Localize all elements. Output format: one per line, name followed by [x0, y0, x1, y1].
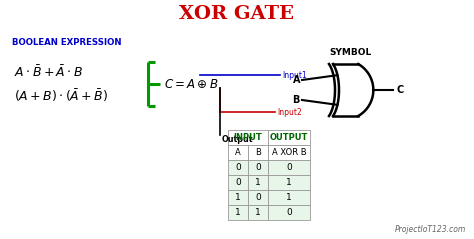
Text: $C = A\oplus B$: $C = A\oplus B$ — [164, 77, 219, 91]
Text: B: B — [255, 148, 261, 157]
Text: B: B — [292, 95, 300, 105]
Text: Input1: Input1 — [282, 71, 307, 80]
Text: A: A — [235, 148, 241, 157]
Text: C: C — [396, 85, 403, 95]
Text: A: A — [292, 75, 300, 85]
Text: A XOR B: A XOR B — [272, 148, 306, 157]
Text: $A \cdot \bar{B} + \bar{A} \cdot B$: $A \cdot \bar{B} + \bar{A} \cdot B$ — [14, 64, 83, 80]
Bar — [268, 190, 310, 205]
Text: 1: 1 — [255, 178, 261, 187]
Bar — [268, 145, 310, 160]
Text: OUTPUT: OUTPUT — [270, 133, 308, 142]
Text: BOOLEAN EXPRESSION: BOOLEAN EXPRESSION — [12, 38, 121, 47]
Text: 0: 0 — [235, 163, 241, 172]
Text: Output: Output — [222, 136, 254, 145]
Text: SYMBOL: SYMBOL — [330, 48, 372, 56]
Text: 0: 0 — [286, 208, 292, 217]
Text: 0: 0 — [235, 178, 241, 187]
Bar — [268, 205, 310, 220]
Text: $(A+B)\cdot(\bar{A}+\bar{B})$: $(A+B)\cdot(\bar{A}+\bar{B})$ — [14, 88, 108, 104]
Text: 1: 1 — [235, 208, 241, 217]
Text: Input2: Input2 — [277, 108, 302, 116]
Bar — [228, 145, 248, 160]
Text: 1: 1 — [286, 178, 292, 187]
Bar — [248, 190, 268, 205]
Text: 0: 0 — [286, 163, 292, 172]
Text: 1: 1 — [255, 208, 261, 217]
Text: INPUT: INPUT — [234, 133, 263, 142]
Bar — [248, 160, 268, 175]
Bar — [228, 205, 248, 220]
Text: 0: 0 — [255, 163, 261, 172]
Text: 1: 1 — [235, 193, 241, 202]
Bar — [248, 175, 268, 190]
Bar — [248, 205, 268, 220]
Bar — [228, 190, 248, 205]
Bar — [228, 160, 248, 175]
Text: XOR GATE: XOR GATE — [180, 5, 294, 23]
Bar — [268, 175, 310, 190]
Bar — [268, 160, 310, 175]
Bar — [248, 145, 268, 160]
Text: 0: 0 — [255, 193, 261, 202]
Bar — [228, 130, 268, 145]
Text: ProjectIoT123.com: ProjectIoT123.com — [395, 224, 466, 234]
Bar — [268, 130, 310, 145]
Text: 1: 1 — [286, 193, 292, 202]
Bar — [228, 175, 248, 190]
